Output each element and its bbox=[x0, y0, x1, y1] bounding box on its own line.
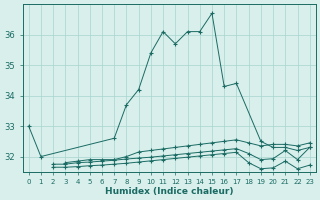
X-axis label: Humidex (Indice chaleur): Humidex (Indice chaleur) bbox=[105, 187, 234, 196]
